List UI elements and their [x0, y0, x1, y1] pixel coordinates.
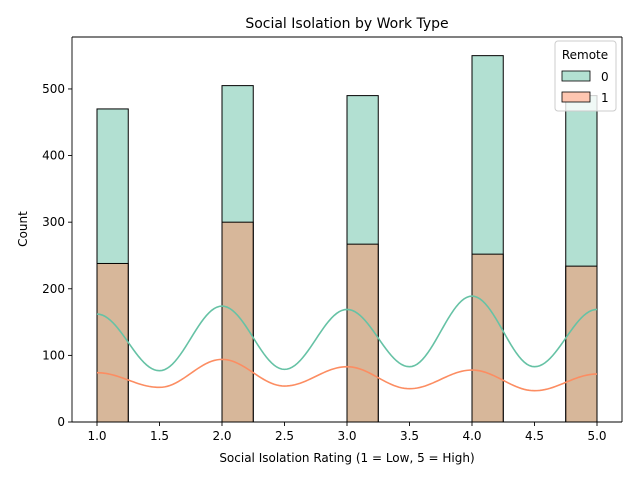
y-axis: 0 100 200 300 400 500 — [42, 82, 72, 429]
y-tick-label: 200 — [42, 282, 65, 296]
x-tick-label: 5.0 — [587, 429, 606, 443]
bar-series-1-bin-4 — [471, 253, 504, 423]
bar-series-1-bin-3 — [346, 243, 379, 423]
legend-swatch-series-1 — [561, 91, 591, 103]
bar-series-1-bin-2 — [221, 221, 254, 423]
chart-title: Social Isolation by Work Type — [245, 16, 448, 32]
legend-label-series-1: 1 — [601, 91, 609, 105]
x-tick-label: 1.0 — [87, 429, 106, 443]
x-axis: 1.0 1.5 2.0 2.5 3.0 3.5 4.0 4.5 5.0 — [87, 422, 607, 443]
y-tick-label: 400 — [42, 149, 65, 163]
x-tick-label: 2.5 — [275, 429, 294, 443]
y-tick-label: 0 — [57, 415, 65, 429]
plot-area — [71, 36, 623, 423]
y-tick-label: 300 — [42, 215, 65, 229]
kde-line-series-0 — [96, 295, 598, 372]
legend: Remote 0 1 — [554, 40, 617, 112]
y-tick-label: 100 — [42, 348, 65, 362]
legend-swatch-series-0 — [561, 70, 591, 82]
x-tick-label: 1.5 — [150, 429, 169, 443]
kde-line-series-1 — [96, 358, 598, 392]
y-axis-label: Count — [16, 211, 30, 247]
x-tick-label: 2.0 — [212, 429, 231, 443]
legend-title: Remote — [562, 48, 608, 62]
x-tick-label: 4.5 — [525, 429, 544, 443]
x-axis-label: Social Isolation Rating (1 = Low, 5 = Hi… — [219, 451, 474, 465]
y-tick-label: 500 — [42, 82, 65, 96]
x-tick-label: 3.0 — [337, 429, 356, 443]
x-tick-label: 4.0 — [462, 429, 481, 443]
bar-series-1-bin-1 — [96, 262, 129, 423]
x-tick-label: 3.5 — [400, 429, 419, 443]
legend-label-series-0: 0 — [601, 70, 609, 84]
bar-series-1-bin-5 — [565, 265, 598, 423]
